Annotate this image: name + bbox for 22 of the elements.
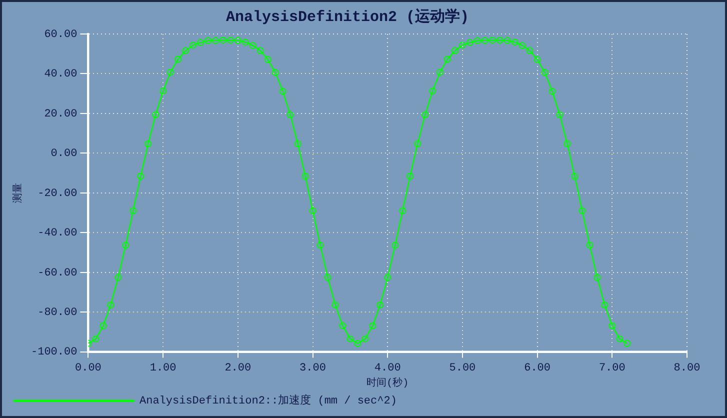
y-tick-label: 0.00: [50, 148, 78, 160]
y-tick-label: 20.00: [44, 108, 78, 120]
y-tick-label: -100.00: [30, 346, 78, 359]
x-tick-label: 4.00: [374, 362, 401, 374]
x-axis-title: 时间(秒): [366, 376, 409, 390]
y-tick-label: -80.00: [38, 306, 78, 319]
x-tick-label: 7.00: [598, 362, 626, 374]
text: AnalysisDefinition2::加速度 (mm / sec^2): [140, 393, 397, 408]
y-tick-label: -60.00: [38, 267, 78, 280]
y-tick-label: 40.00: [44, 68, 78, 81]
x-tick-label: 6.00: [524, 362, 551, 374]
x-tick-label: 1.00: [150, 362, 176, 374]
chart-title: AnalysisDefinition2 (运动学): [226, 8, 470, 26]
x-tick-label: 2.00: [224, 362, 252, 374]
y-tick-label: -20.00: [38, 188, 78, 200]
x-tick-label: 3.00: [300, 362, 326, 374]
y-axis-title: 测量: [12, 182, 25, 203]
x-tick-label: 5.00: [449, 362, 476, 374]
x-tick-label: 8.00: [674, 362, 700, 374]
y-tick-label: 60.00: [44, 28, 78, 41]
x-tick-label: 0.00: [75, 362, 102, 374]
y-tick-label: -40.00: [38, 228, 78, 240]
